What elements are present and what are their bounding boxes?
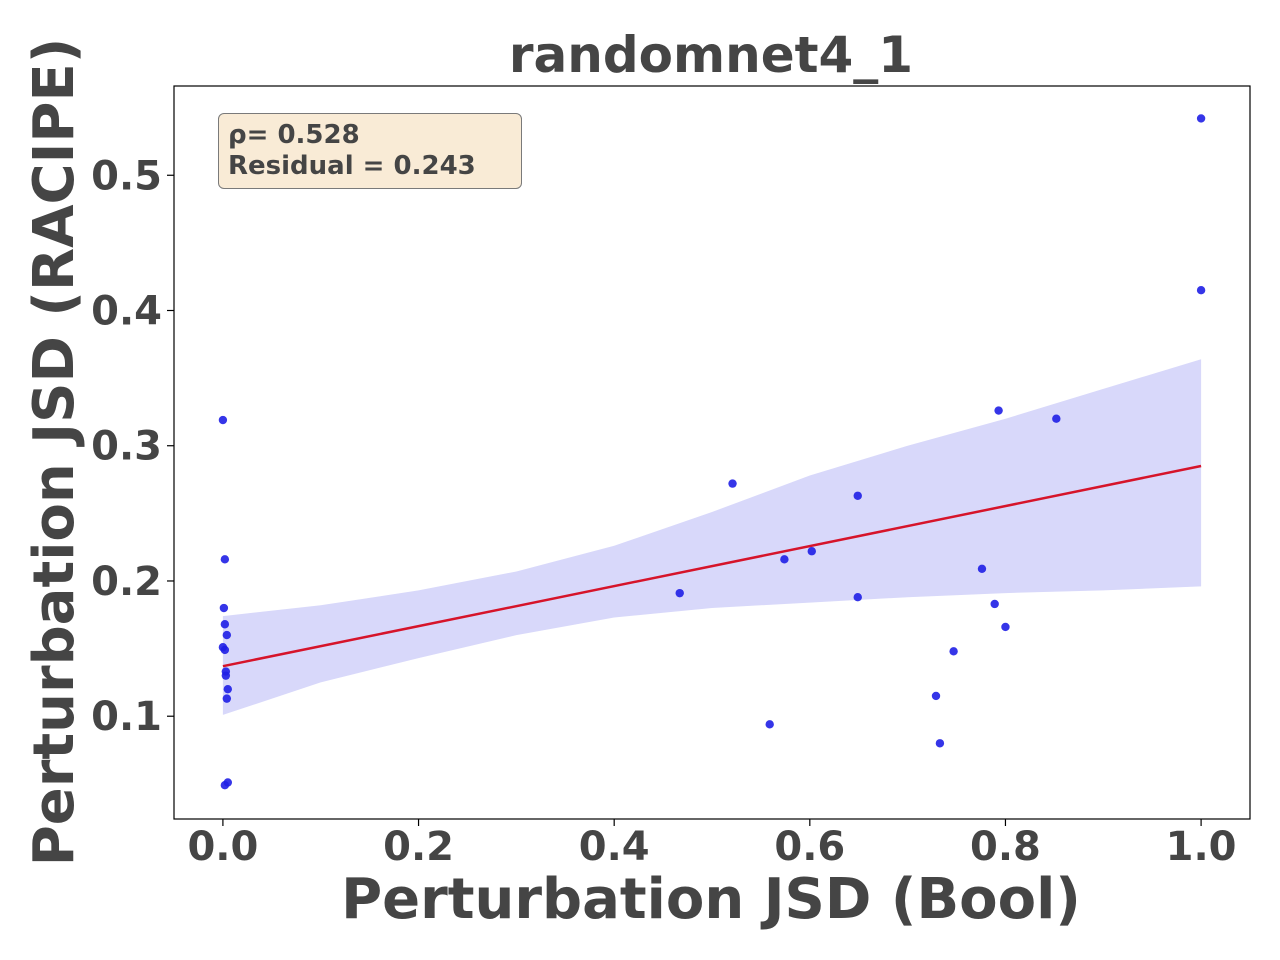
x-tick-label: 0.0 (187, 824, 258, 870)
y-tick-label: 0.2 (91, 559, 162, 605)
data-point (994, 406, 1003, 415)
data-point (219, 603, 229, 613)
data-point (220, 780, 230, 790)
chart-title: randomnet4_1 (509, 26, 913, 84)
y-tick-label: 0.4 (91, 288, 162, 334)
stats-annotation: ρ= 0.528 Residual = 0.243 (218, 113, 522, 189)
y-axis-label: Perturbation JSD (RACIPE) (22, 38, 87, 867)
y-tick-label: 0.3 (91, 424, 162, 470)
data-point (949, 647, 958, 656)
data-point (221, 671, 231, 680)
y-tick-label: 0.5 (91, 153, 162, 199)
data-point (218, 415, 228, 425)
data-point (977, 564, 987, 574)
residual-value: Residual = 0.243 (228, 151, 476, 181)
plot-area (218, 114, 1206, 790)
x-tick-label: 0.6 (774, 824, 845, 870)
x-axis: 0.0 0.2 0.4 0.6 0.8 1.0 (187, 819, 1237, 870)
regression-line (222, 464, 1202, 668)
y-tick-label: 0.1 (91, 694, 162, 740)
data-point (807, 547, 816, 556)
data-point (675, 588, 684, 598)
data-point (220, 555, 230, 564)
data-point (935, 739, 945, 748)
data-point (990, 599, 999, 609)
data-point (223, 684, 232, 694)
data-point (728, 479, 737, 488)
confidence-band (222, 359, 1202, 715)
data-point (853, 491, 862, 500)
x-axis-label: Perturbation JSD (Bool) (341, 867, 1081, 932)
data-point (220, 620, 230, 629)
data-point (1196, 114, 1206, 123)
x-tick-label: 0.4 (579, 824, 650, 870)
data-point (220, 645, 230, 655)
data-point (931, 691, 941, 701)
x-tick-label: 1.0 (1166, 824, 1237, 870)
data-point (1196, 286, 1206, 295)
y-axis: 0.1 0.2 0.3 0.4 0.5 (91, 153, 174, 740)
x-tick-label: 0.2 (383, 824, 454, 870)
data-point (222, 694, 232, 703)
x-tick-label: 0.8 (970, 824, 1041, 870)
data-point (765, 720, 774, 729)
data-point (780, 555, 789, 564)
plot-frame (173, 85, 1251, 820)
data-point (853, 593, 862, 602)
data-point (1001, 622, 1010, 632)
data-point (222, 630, 232, 640)
rho-value: ρ= 0.528 (228, 120, 360, 150)
data-point (1052, 414, 1061, 423)
